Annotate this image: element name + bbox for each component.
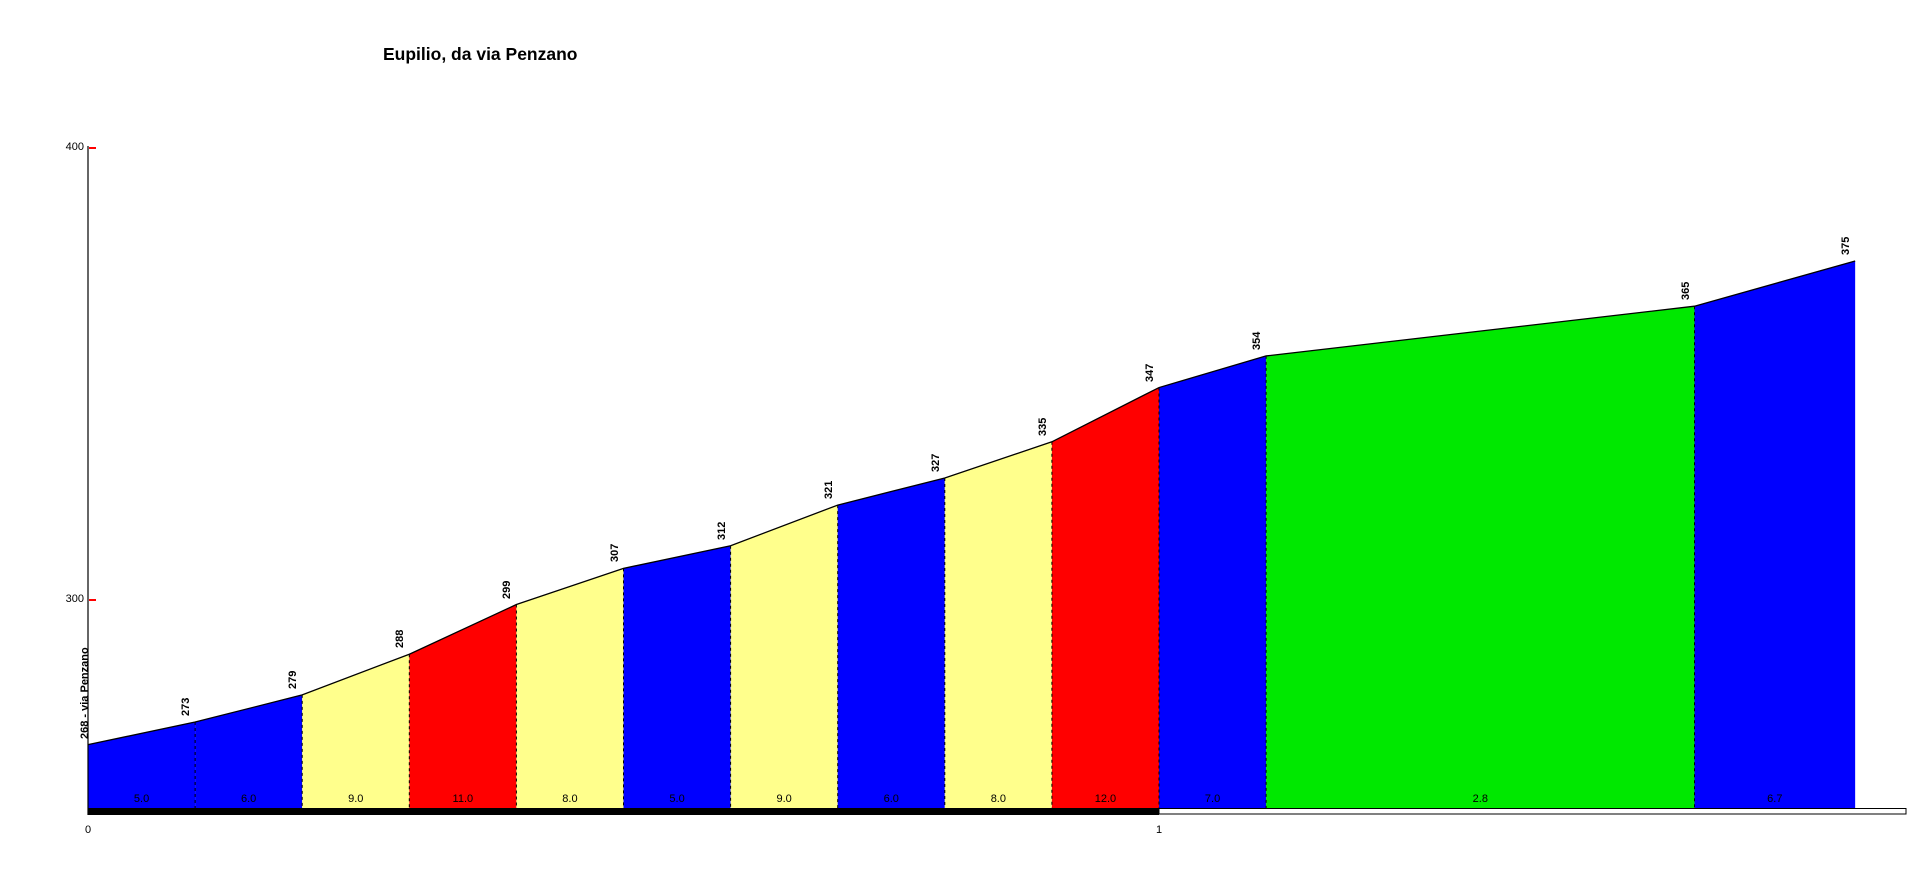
elevation-label: 273 — [180, 697, 193, 717]
gradient-label: 8.0 — [562, 793, 578, 805]
gradient-label: 7.0 — [1204, 793, 1221, 805]
y-axis-tick — [89, 147, 96, 149]
km-bar-partial — [1158, 808, 1907, 815]
segment-area — [730, 505, 838, 808]
chart-title: Eupilio, da via Penzano — [383, 44, 578, 64]
elevation-label: 279 — [287, 670, 300, 689]
elevation-label: 327 — [929, 453, 942, 472]
y-axis-tick — [89, 599, 96, 601]
elevation-label: 321 — [822, 480, 835, 500]
profile-outline — [87, 260, 1856, 746]
gradient-label: 5.0 — [133, 793, 150, 805]
segment-area — [409, 604, 517, 808]
elevation-label: 347 — [1144, 363, 1156, 382]
y-axis-label: 400 — [65, 141, 84, 153]
segment-area — [837, 477, 945, 808]
elevation-label: 354 — [1251, 331, 1264, 350]
elevation-label: 299 — [501, 580, 514, 599]
elevation-label: 312 — [715, 521, 728, 540]
segment-area — [1159, 355, 1267, 808]
gradient-label: 5.0 — [669, 793, 685, 805]
x-axis-label: 1 — [1155, 824, 1163, 836]
gradient-label: 11.0 — [452, 793, 474, 805]
segment-area — [302, 654, 410, 808]
elevation-label: 365 — [1679, 281, 1692, 301]
segment-area — [1694, 261, 1856, 808]
segment-area — [944, 441, 1052, 808]
segment-area — [623, 545, 731, 808]
gradient-label: 12.0 — [1094, 793, 1117, 805]
segment-area — [1051, 387, 1159, 808]
segment-area — [1266, 306, 1695, 808]
gradient-label: 6.7 — [1767, 793, 1783, 805]
gradient-label: 6.0 — [240, 793, 257, 805]
gradient-label: 9.0 — [776, 793, 792, 805]
segment-area — [88, 722, 196, 808]
elevation-label: 307 — [608, 544, 621, 563]
elevation-label: 288 — [394, 629, 407, 649]
gradient-label: 2.8 — [1472, 793, 1488, 805]
x-axis-label: 0 — [84, 824, 92, 836]
segment-area — [516, 568, 624, 808]
start-elevation-label: 268 - via Penzano — [79, 646, 91, 739]
gradient-label: 9.0 — [348, 793, 364, 805]
segment-area — [195, 694, 303, 808]
km-bar-filled — [88, 808, 1159, 815]
gradient-label: 8.0 — [990, 793, 1006, 805]
gradient-label: 6.0 — [883, 793, 899, 805]
elevation-label: 335 — [1036, 417, 1049, 436]
elevation-label: 375 — [1840, 236, 1853, 255]
y-axis-label: 300 — [65, 593, 84, 605]
